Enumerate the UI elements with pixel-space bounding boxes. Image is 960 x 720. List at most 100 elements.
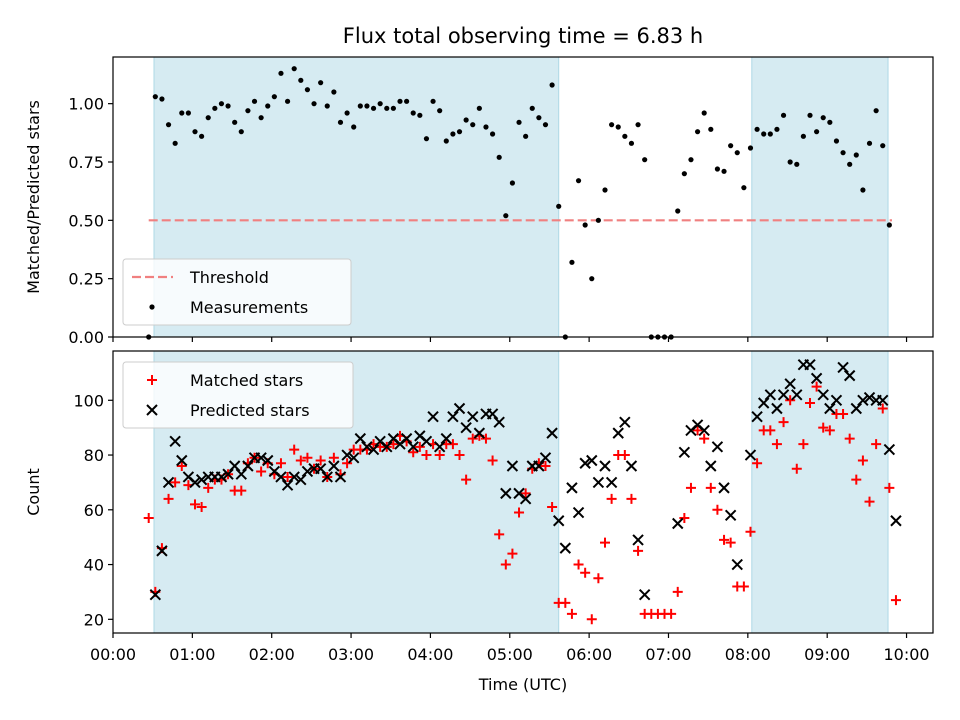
matched-star-point bbox=[467, 433, 478, 444]
matched-star-point bbox=[461, 474, 472, 485]
matched-star-point bbox=[573, 559, 584, 570]
predicted-star-point bbox=[533, 460, 545, 472]
predicted-star-point bbox=[678, 446, 691, 459]
predicted-star-point bbox=[758, 397, 770, 409]
predicted-star-point bbox=[275, 471, 287, 483]
predicted-star-point bbox=[625, 460, 638, 472]
y-tick-label: 1.00 bbox=[68, 95, 104, 114]
measurement-point bbox=[688, 157, 694, 163]
matched-star-point bbox=[864, 496, 875, 507]
measurement-point bbox=[853, 152, 859, 158]
predicted-star-point bbox=[427, 411, 439, 423]
matched-star-point bbox=[328, 452, 339, 463]
matched-star-point bbox=[798, 439, 809, 450]
matched-star-point bbox=[606, 493, 617, 504]
matched-star-point bbox=[566, 608, 577, 619]
predicted-star-point bbox=[890, 515, 902, 527]
predicted-star-point bbox=[612, 427, 624, 439]
axes-frame bbox=[112, 56, 934, 338]
predicted-star-point bbox=[698, 424, 710, 437]
matched-star-point bbox=[857, 455, 868, 466]
predicted-star-point bbox=[235, 468, 247, 480]
matched-star-point bbox=[771, 439, 782, 450]
measurement-point bbox=[450, 131, 456, 137]
measurement-point bbox=[265, 103, 271, 109]
predicted-star-point bbox=[572, 506, 585, 519]
legend-label: Measurements bbox=[190, 298, 308, 317]
measurement-point bbox=[708, 126, 714, 132]
predicted-star-point bbox=[473, 427, 486, 439]
matched-star-point bbox=[560, 597, 571, 608]
measurement-point bbox=[165, 122, 172, 128]
y-tick-label: 0.50 bbox=[68, 211, 104, 230]
matched-star-point bbox=[838, 408, 849, 419]
legend-box bbox=[122, 258, 352, 326]
matched-star-point bbox=[434, 450, 445, 461]
measurement-point bbox=[205, 115, 211, 121]
measurement-point bbox=[430, 98, 436, 104]
measurement-point bbox=[602, 187, 608, 193]
measurement-point bbox=[774, 126, 780, 132]
measurement-point bbox=[833, 138, 840, 144]
matched-star-point bbox=[824, 425, 835, 436]
predicted-star-point bbox=[586, 454, 598, 467]
predicted-star-point bbox=[314, 463, 327, 475]
measurement-point bbox=[589, 276, 595, 282]
x-tick-label: 00:00 bbox=[90, 645, 136, 664]
matched-star-point bbox=[626, 493, 637, 504]
measurement-point bbox=[245, 108, 251, 114]
predicted-star-point bbox=[367, 443, 380, 456]
measurement-point bbox=[860, 187, 866, 193]
predicted-star-point bbox=[288, 471, 300, 483]
predicted-star-point bbox=[632, 534, 644, 546]
measurement-point bbox=[212, 105, 218, 111]
measurement-point bbox=[225, 103, 231, 109]
x-tick-label: 01:00 bbox=[169, 645, 215, 664]
shaded-interval bbox=[751, 57, 889, 337]
predicted-star-point bbox=[744, 449, 757, 461]
matched-star-point bbox=[811, 381, 822, 392]
predicted-star-point bbox=[262, 454, 274, 467]
measurement-point bbox=[489, 131, 496, 137]
predicted-star-point bbox=[467, 411, 479, 423]
predicted-star-point bbox=[361, 441, 373, 453]
matched-star-point bbox=[176, 460, 187, 471]
matched-star-point bbox=[196, 502, 207, 513]
predicted-star-point bbox=[837, 361, 849, 374]
measurement-point bbox=[529, 105, 535, 111]
matched-star-point bbox=[685, 482, 696, 493]
matched-star-point bbox=[805, 398, 815, 409]
predicted-star-point bbox=[751, 411, 763, 423]
matched-star-point bbox=[580, 567, 591, 578]
matched-star-point bbox=[203, 482, 214, 493]
measurement-point bbox=[787, 159, 793, 165]
matched-star-point bbox=[163, 493, 174, 504]
measurement-point bbox=[404, 98, 410, 104]
predicted-star-point bbox=[281, 479, 294, 491]
measurement-point bbox=[536, 115, 542, 121]
legend-label: Matched stars bbox=[190, 371, 303, 390]
predicted-star-point bbox=[228, 460, 241, 472]
y-tick-label: 80 bbox=[84, 446, 104, 465]
predicted-star-point bbox=[592, 476, 605, 489]
predicted-star-point bbox=[341, 449, 353, 461]
predicted-star-point bbox=[830, 394, 843, 406]
predicted-star-point bbox=[328, 460, 340, 472]
predicted-star-point bbox=[420, 435, 433, 448]
measurement-point bbox=[199, 133, 205, 139]
measurement-point bbox=[390, 105, 396, 111]
measurement-point bbox=[291, 66, 297, 72]
measurement-point bbox=[509, 180, 516, 186]
matched-star-point bbox=[414, 441, 425, 452]
matched-star-point bbox=[877, 403, 888, 414]
measurement-point bbox=[324, 103, 330, 109]
predicted-star-point bbox=[824, 402, 836, 415]
matched-star-point bbox=[851, 474, 862, 485]
predicted-star-point bbox=[672, 517, 684, 530]
legend-measurement-swatch bbox=[149, 304, 155, 310]
predicted-star-point bbox=[777, 389, 790, 401]
measurement-point bbox=[192, 129, 198, 135]
measurement-point bbox=[251, 98, 258, 104]
predicted-star-point bbox=[771, 402, 783, 415]
measurement-point bbox=[847, 161, 853, 167]
